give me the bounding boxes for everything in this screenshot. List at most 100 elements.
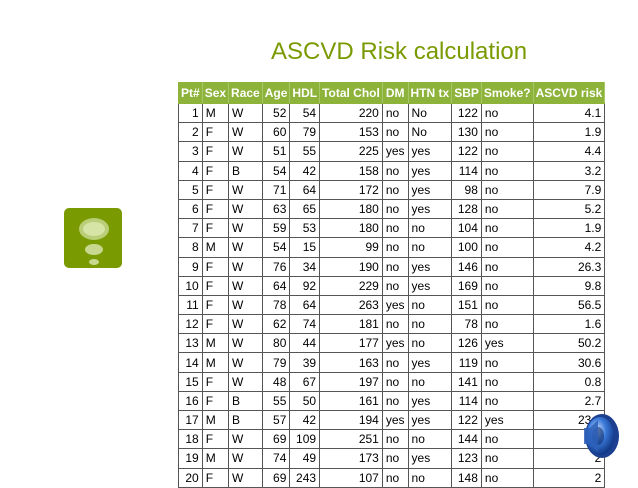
cell-smoke: no — [480, 122, 534, 143]
cell-dm: yes — [381, 141, 409, 162]
cell-sbp: 119 — [451, 352, 482, 373]
cell-hdl: 67 — [289, 371, 321, 392]
cell-hdl: 49 — [289, 448, 321, 469]
cell-htn-tx: no — [407, 333, 453, 354]
cell-sbp: 128 — [451, 198, 482, 220]
cell-race: B — [228, 160, 263, 181]
cell-race: W — [228, 467, 263, 488]
cell-dm: no — [381, 314, 409, 335]
cell-dm: yes — [381, 333, 409, 354]
cell-smoke: no — [480, 160, 534, 181]
cell-ascvd-risk: 3.2 — [532, 160, 606, 181]
cell-hdl: 74 — [289, 314, 321, 335]
cell-smoke: no — [480, 448, 534, 469]
cell-race: B — [228, 409, 263, 431]
cell-ascvd-risk: 9.8 — [532, 275, 606, 296]
cell-total-chol: 263 — [319, 294, 383, 316]
table-row: 9 F W 76 34 190 no yes 146 no 26.3 — [178, 256, 606, 277]
cell-smoke: no — [480, 467, 534, 488]
cell-pt: 13 — [178, 333, 203, 354]
speaker-icon[interactable] — [576, 410, 624, 462]
cell-pt: 11 — [178, 294, 203, 316]
header-dm: DM — [381, 82, 409, 104]
cell-sex: F — [201, 256, 230, 277]
cell-age: 78 — [261, 294, 291, 316]
cell-race: W — [228, 275, 263, 296]
cell-hdl: 34 — [289, 256, 321, 277]
cell-htn-tx: yes — [407, 409, 453, 431]
table-row: 1 M W 52 54 220 no No 122 no 4.1 — [178, 102, 606, 124]
cell-dm: yes — [381, 409, 409, 431]
cell-sbp: 126 — [451, 333, 482, 354]
cell-htn-tx: yes — [407, 390, 453, 412]
cell-pt: 14 — [178, 352, 203, 373]
cell-sbp: 122 — [451, 141, 482, 162]
cell-age: 48 — [261, 371, 291, 392]
cell-dm: no — [381, 237, 409, 258]
cell-race: W — [228, 429, 263, 450]
cell-dm: yes — [381, 294, 409, 316]
cell-htn-tx: no — [407, 218, 453, 239]
cell-pt: 3 — [178, 141, 203, 162]
table-row: 16 F B 55 50 161 no yes 114 no 2.7 — [178, 390, 606, 412]
cell-hdl: 109 — [289, 429, 321, 450]
cell-sex: F — [201, 218, 230, 239]
cell-ascvd-risk: 4.1 — [532, 102, 606, 124]
cell-sbp: 123 — [451, 448, 482, 469]
ascvd-table: Pt# Sex Race Age HDL Total Chol DM HTN t… — [178, 82, 606, 488]
cell-htn-tx: yes — [407, 141, 453, 162]
header-age: Age — [261, 82, 291, 104]
cell-hdl: 79 — [289, 122, 321, 143]
cell-total-chol: 161 — [319, 390, 383, 412]
cell-hdl: 64 — [289, 294, 321, 316]
cell-sbp: 78 — [451, 314, 482, 335]
table-row: 3 F W 51 55 225 yes yes 122 no 4.4 — [178, 141, 606, 162]
cell-dm: no — [381, 448, 409, 469]
cell-htn-tx: yes — [407, 448, 453, 469]
cell-smoke: no — [480, 218, 534, 239]
header-htn-tx: HTN tx — [407, 82, 453, 104]
cell-dm: no — [381, 352, 409, 373]
cell-sex: F — [201, 371, 230, 392]
cell-pt: 10 — [178, 275, 203, 296]
cell-sex: F — [201, 467, 230, 488]
cell-pt: 7 — [178, 218, 203, 239]
table-row: 20 F W 69 243 107 no no 148 no 2 — [178, 467, 606, 488]
cell-sex: F — [201, 122, 230, 143]
cell-ascvd-risk: 56.5 — [532, 294, 606, 316]
cell-hdl: 53 — [289, 218, 321, 239]
cell-pt: 20 — [178, 467, 203, 488]
cell-sbp: 146 — [451, 256, 482, 277]
cell-pt: 17 — [178, 409, 203, 431]
cell-age: 51 — [261, 141, 291, 162]
cell-dm: no — [381, 390, 409, 412]
cell-age: 64 — [261, 275, 291, 296]
cell-ascvd-risk: 2 — [532, 448, 606, 469]
cell-total-chol: 251 — [319, 429, 383, 450]
cell-htn-tx: no — [407, 371, 453, 392]
cell-hdl: 243 — [289, 467, 321, 488]
speech-bubble-icon — [64, 208, 122, 268]
cell-htn-tx: No — [407, 102, 453, 124]
cell-smoke: no — [480, 429, 534, 450]
cell-smoke: no — [480, 179, 534, 200]
cell-htn-tx: no — [407, 294, 453, 316]
table-row: 10 F W 64 92 229 no yes 169 no 9.8 — [178, 275, 606, 296]
table-row: 4 F B 54 42 158 no yes 114 no 3.2 — [178, 160, 606, 181]
cell-ascvd-risk: 30.6 — [532, 352, 606, 373]
table-row: 15 F W 48 67 197 no no 141 no 0.8 — [178, 371, 606, 392]
cell-sbp: 122 — [451, 409, 482, 431]
cell-sex: M — [201, 333, 230, 354]
cell-ascvd-risk: 1.6 — [532, 314, 606, 335]
cell-sbp: 122 — [451, 102, 482, 124]
cell-pt: 4 — [178, 160, 203, 181]
cell-dm: no — [381, 122, 409, 143]
table-row: 6 F W 63 65 180 no yes 128 no 5.2 — [178, 198, 606, 220]
cell-total-chol: 197 — [319, 371, 383, 392]
table-row: 19 M W 74 49 173 no yes 123 no 2 — [178, 448, 606, 469]
cell-smoke: no — [480, 141, 534, 162]
cell-smoke: no — [480, 275, 534, 296]
cell-total-chol: 177 — [319, 333, 383, 354]
cell-ascvd-risk: 1.9 — [532, 122, 606, 143]
cell-race: W — [228, 179, 263, 200]
